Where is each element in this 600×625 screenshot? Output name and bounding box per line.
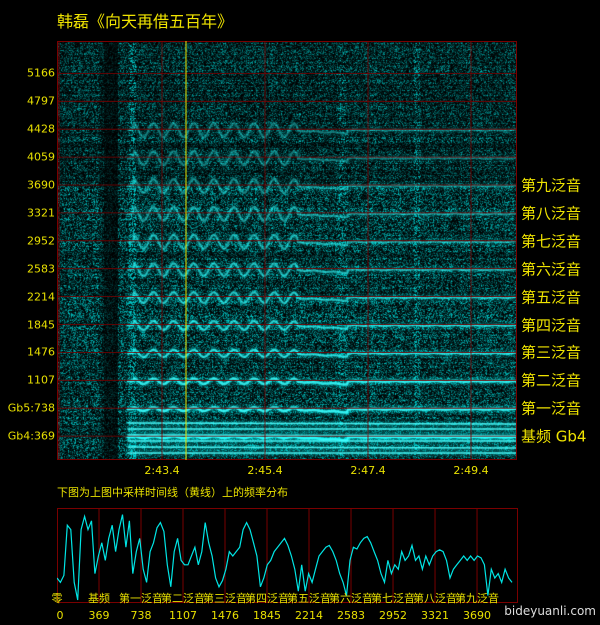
time-tick-label: 2:43.4 <box>144 464 180 477</box>
watermark: bideyuanli.com <box>504 604 596 618</box>
spectrum-line <box>57 514 513 601</box>
frequency-tick-label: 738 <box>130 609 152 622</box>
time-tick-label: 2:47.4 <box>350 464 386 477</box>
harmonic-label: 第四泛音 <box>521 316 582 334</box>
frequency-tick-label: 2952 <box>27 234 55 248</box>
frequency-tick-label: 2214 <box>295 609 323 622</box>
caption: 下图为上图中采样时间线（黄线）上的频率分布 <box>57 486 288 499</box>
frequency-tick-label: Gb4:369 <box>7 429 55 443</box>
frequency-tick-label: 4428 <box>27 122 55 136</box>
harmonic-label: 第六泛音 <box>521 260 582 279</box>
time-tick-label: 2:45.4 <box>247 464 283 477</box>
frequency-tick-label: 4059 <box>27 150 55 164</box>
frequency-tick-label: 2952 <box>379 609 408 622</box>
frequency-tick-label: 4797 <box>27 94 55 108</box>
spectrogram <box>57 41 517 460</box>
frequency-tick-label: 1107 <box>169 609 197 622</box>
frequency-tick-label: 1845 <box>253 609 281 622</box>
harmonic-name-label: 第七泛音 <box>371 592 416 605</box>
harmonic-name-label: 第四泛音 <box>245 592 289 605</box>
frequency-tick-label: 1476 <box>27 345 55 359</box>
harmonic-label: 第五泛音 <box>521 288 582 307</box>
frequency-tick-label: 0 <box>56 609 64 622</box>
harmonic-label: 第七泛音 <box>521 232 582 251</box>
harmonic-label: 第三泛音 <box>521 343 582 362</box>
frequency-tick-label: 369 <box>88 609 110 622</box>
spectrogram-overlay <box>57 41 517 460</box>
frequency-tick-label: 2583 <box>337 609 365 622</box>
harmonic-label: 第二泛音 <box>521 371 582 390</box>
time-tick-label: 2:49.4 <box>453 464 489 477</box>
harmonic-name-label: 第六泛音 <box>329 592 373 605</box>
frequency-tick-label: 3321 <box>27 206 55 220</box>
frequency-tick-label: 3321 <box>421 609 450 622</box>
frequency-tick-label: Gb5:738 <box>7 401 55 415</box>
harmonic-name-label: 第二泛音 <box>161 592 205 605</box>
frequency-tick-label: 1476 <box>211 609 239 622</box>
frequency-distribution-chart <box>57 508 518 603</box>
harmonic-label: 基频 Gb4 <box>521 427 587 446</box>
harmonic-name-label: 第三泛音 <box>203 592 247 605</box>
frequency-tick-label: 3690 <box>27 178 55 192</box>
harmonic-name-label: 零 <box>51 592 63 605</box>
harmonic-name-label: 第八泛音 <box>413 592 458 605</box>
harmonic-label: 第九泛音 <box>521 176 582 195</box>
spectrogram-image <box>58 42 516 459</box>
harmonic-name-label: 基频 <box>88 592 110 605</box>
harmonic-label: 第八泛音 <box>521 204 582 223</box>
frequency-tick-label: 1107 <box>27 373 55 387</box>
frequency-tick-label: 2583 <box>27 262 55 276</box>
chart-title: 韩磊《向天再借五百年》 <box>57 12 234 31</box>
harmonic-name-label: 第九泛音 <box>455 592 500 605</box>
frequency-tick-label: 2214 <box>27 290 55 304</box>
harmonic-name-label: 第五泛音 <box>287 592 331 605</box>
frequency-tick-label: 5166 <box>27 66 55 80</box>
harmonic-label: 第一泛音 <box>521 399 582 418</box>
frequency-tick-label: 3690 <box>463 609 492 622</box>
harmonic-name-label: 第一泛音 <box>119 592 163 605</box>
frequency-tick-label: 1845 <box>27 318 55 331</box>
plot-frame <box>57 508 518 603</box>
